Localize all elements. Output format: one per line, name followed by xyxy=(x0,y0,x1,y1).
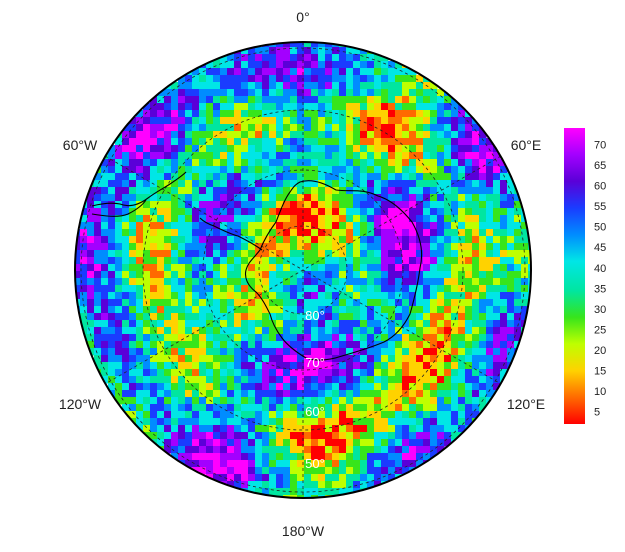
colorbar-tick-label: 35 xyxy=(594,283,606,295)
colorbar-tick-label: 30 xyxy=(594,304,606,316)
data-field xyxy=(75,42,531,498)
colorbar-tick-label: 15 xyxy=(594,366,606,378)
lat-label-60: 60° xyxy=(305,404,325,419)
meridian-60e-120w xyxy=(104,155,502,385)
colorbar-tick-label: 60 xyxy=(594,181,606,193)
colorbar-tick-label: 70 xyxy=(594,139,606,151)
lon-label-0: 0° xyxy=(296,9,309,25)
coastline xyxy=(91,171,423,361)
lon-label-180w: 180°W xyxy=(282,523,325,539)
colorbar-tick-label: 25 xyxy=(594,324,606,336)
colorbar-tick-label: 40 xyxy=(594,263,606,275)
lon-label-120w: 120°W xyxy=(59,396,102,412)
lat-label-70: 70° xyxy=(305,355,325,370)
colorbar-tick-label: 45 xyxy=(594,242,606,254)
lat-label-80: 80° xyxy=(305,308,325,323)
colorbar-tick-label: 5 xyxy=(594,407,600,419)
lon-label-60e: 60°E xyxy=(511,137,542,153)
south-america-coastline xyxy=(91,171,187,217)
colorbar-ticks: 70 65 60 55 50 45 40 35 30 25 20 15 10 5 xyxy=(594,139,606,418)
antarctica-coastline xyxy=(244,180,423,361)
lon-label-120e: 120°E xyxy=(507,396,545,412)
latitude-circle-60 xyxy=(142,109,464,431)
colorbar-tick-label: 65 xyxy=(594,160,606,172)
latitude-circle-80 xyxy=(258,225,348,315)
antarctic-peninsula xyxy=(199,217,263,251)
colorbar-gradient xyxy=(564,128,585,424)
lon-label-60w: 60°W xyxy=(63,137,98,153)
colorbar-tick-label: 55 xyxy=(594,201,606,213)
colorbar-tick-label: 50 xyxy=(594,222,606,234)
lat-label-50: 50° xyxy=(305,456,325,471)
colorbar-tick-label: 10 xyxy=(594,386,606,398)
colorbar-tick-label: 20 xyxy=(594,345,606,357)
colorbar: 70 65 60 55 50 45 40 35 30 25 20 15 10 5 xyxy=(564,128,606,424)
map-boundary xyxy=(74,41,532,499)
graticule xyxy=(80,42,526,498)
